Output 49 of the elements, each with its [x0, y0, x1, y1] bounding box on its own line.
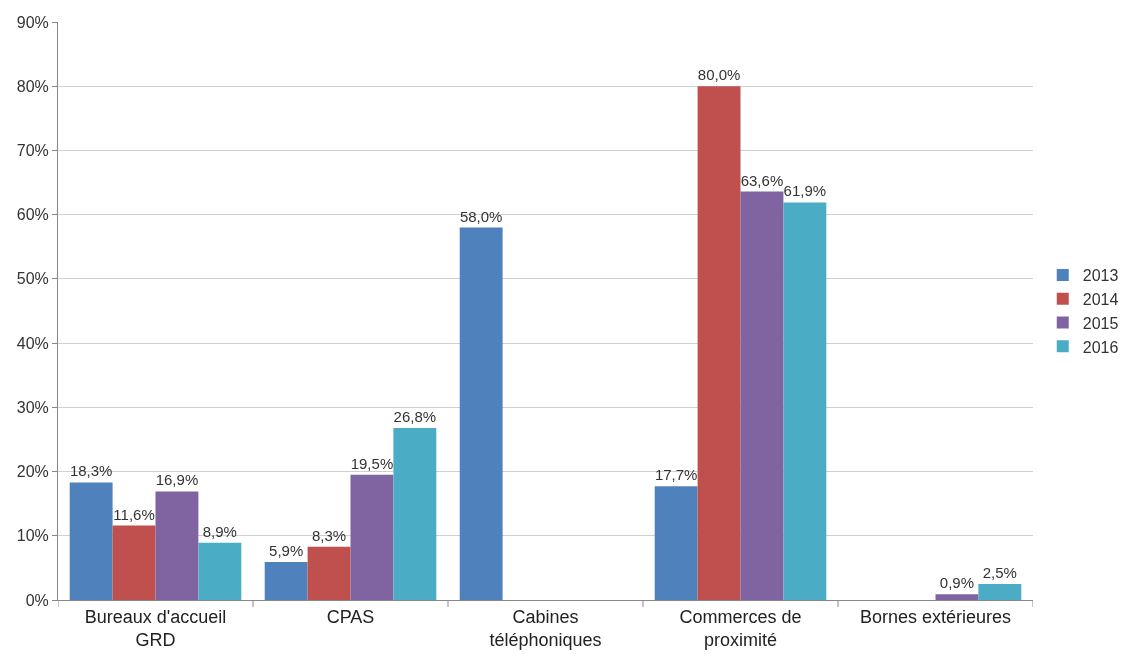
legend-label: 2013	[1082, 267, 1119, 285]
data-label: 2,5%	[982, 563, 1017, 581]
y-tick-label: 30%	[16, 398, 49, 416]
bar	[350, 474, 394, 600]
data-label: 11,6%	[113, 505, 155, 523]
data-label: 16,9%	[155, 471, 199, 489]
data-label: 5,9%	[269, 542, 304, 560]
x-tick-label: Commerces de proximité	[679, 606, 802, 650]
y-tick-label: 50%	[16, 270, 49, 288]
y-tick-label: 90%	[16, 13, 49, 31]
x-tick-label: CPAS	[326, 606, 375, 627]
bar	[198, 542, 242, 600]
data-label: 18,3%	[69, 462, 113, 480]
x-tick-label: Cabines téléphoniques	[489, 606, 602, 650]
data-label: 61,9%	[783, 182, 827, 200]
bar	[69, 482, 113, 600]
bar	[978, 583, 1022, 600]
x-tick-label: Bornes extérieures	[859, 606, 1012, 627]
data-label: 0,9%	[939, 574, 975, 592]
bar	[112, 525, 156, 600]
data-label: 8,3%	[311, 526, 347, 544]
y-tick-label: 70%	[16, 142, 49, 160]
data-label: 19,5%	[350, 454, 394, 472]
bar	[155, 491, 199, 600]
data-label: 63,6%	[740, 171, 784, 189]
y-tick-label: 40%	[16, 334, 49, 352]
bar	[740, 191, 784, 600]
legend-label: 2014	[1082, 290, 1119, 308]
data-label: 26,8%	[393, 407, 437, 425]
x-tick-label: Bureaux d'accueil GRD	[84, 606, 227, 650]
y-tick-label: 0%	[25, 591, 49, 609]
bar	[697, 86, 741, 600]
bar	[654, 486, 698, 600]
y-tick-label: 80%	[16, 77, 49, 95]
bar	[393, 427, 437, 600]
bar	[307, 546, 351, 600]
data-label: 58,0%	[459, 207, 503, 225]
legend-label: 2015	[1082, 314, 1119, 332]
data-label: 17,7%	[654, 466, 698, 484]
legend-label: 2016	[1082, 338, 1119, 356]
y-tick-label: 60%	[16, 206, 49, 224]
bar	[783, 202, 827, 600]
data-label: 8,9%	[202, 522, 237, 540]
bar	[935, 594, 979, 600]
y-tick-label: 10%	[16, 527, 49, 545]
bar	[264, 562, 308, 600]
y-tick-label: 20%	[16, 463, 49, 481]
data-label: 80,0%	[697, 66, 741, 84]
bar	[459, 227, 503, 600]
